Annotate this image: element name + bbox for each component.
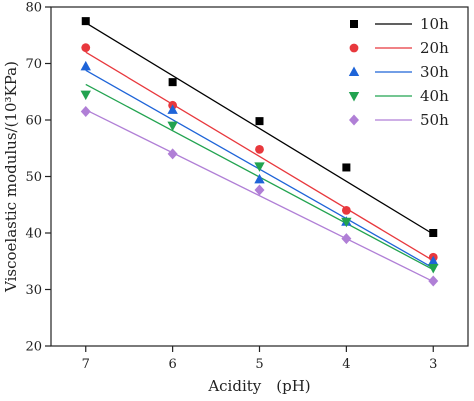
point-40h bbox=[254, 162, 265, 172]
x-tick-label: 6 bbox=[168, 357, 176, 372]
legend-label-30h: 30h bbox=[420, 63, 449, 81]
point-10h bbox=[429, 229, 438, 237]
point-20h bbox=[81, 43, 91, 53]
point-30h bbox=[428, 255, 439, 266]
x-tick-label: 5 bbox=[255, 357, 263, 372]
point-50h bbox=[167, 148, 178, 160]
point-50h bbox=[428, 275, 439, 287]
y-tick-label: 60 bbox=[25, 114, 42, 129]
point-40h bbox=[428, 264, 439, 274]
point-20h bbox=[341, 206, 351, 215]
legend-marker-30h bbox=[348, 66, 360, 76]
point-30h bbox=[254, 173, 265, 184]
legend-label-10h: 10h bbox=[420, 15, 449, 33]
y-tick-label: 70 bbox=[25, 57, 42, 72]
point-40h bbox=[80, 90, 91, 101]
point-40h bbox=[167, 121, 178, 132]
fit-line-50h bbox=[85, 109, 434, 283]
x-tick-label: 4 bbox=[342, 357, 350, 372]
y-tick-label: 40 bbox=[25, 227, 42, 242]
point-10h bbox=[342, 163, 351, 172]
point-30h bbox=[167, 104, 178, 114]
legend-label-20h: 20h bbox=[420, 39, 449, 57]
point-40h bbox=[341, 217, 352, 228]
legend: 10h 20h 30h 40h 50h bbox=[348, 15, 449, 129]
legend-marker-50h bbox=[349, 114, 359, 126]
legend-label-40h: 40h bbox=[420, 87, 449, 105]
legend-label-50h: 50h bbox=[420, 111, 449, 129]
legend-marker-10h bbox=[350, 20, 358, 28]
point-50h bbox=[254, 184, 265, 196]
point-20h bbox=[255, 144, 264, 154]
legend-marker-40h bbox=[348, 92, 360, 102]
y-tick-label: 20 bbox=[25, 340, 42, 355]
fit-line-20h bbox=[85, 51, 434, 262]
point-50h bbox=[80, 106, 91, 118]
x-tick-label: 7 bbox=[82, 357, 90, 372]
point-10h bbox=[255, 117, 264, 126]
fit-line-10h bbox=[85, 22, 434, 235]
point-10h bbox=[168, 78, 177, 87]
y-axis-label: Viscoelastic modulus/(10³KPa) bbox=[2, 61, 20, 293]
point-50h bbox=[341, 233, 352, 245]
legend-marker-20h bbox=[349, 43, 359, 53]
y-tick-label: 50 bbox=[25, 170, 42, 185]
point-30h bbox=[80, 60, 91, 71]
y-tick-label: 30 bbox=[25, 283, 42, 298]
y-tick-label: 80 bbox=[25, 1, 42, 16]
x-axis-label: Acidity (pH) bbox=[207, 377, 310, 395]
x-tick-label: 3 bbox=[429, 357, 437, 372]
point-10h bbox=[81, 17, 90, 26]
